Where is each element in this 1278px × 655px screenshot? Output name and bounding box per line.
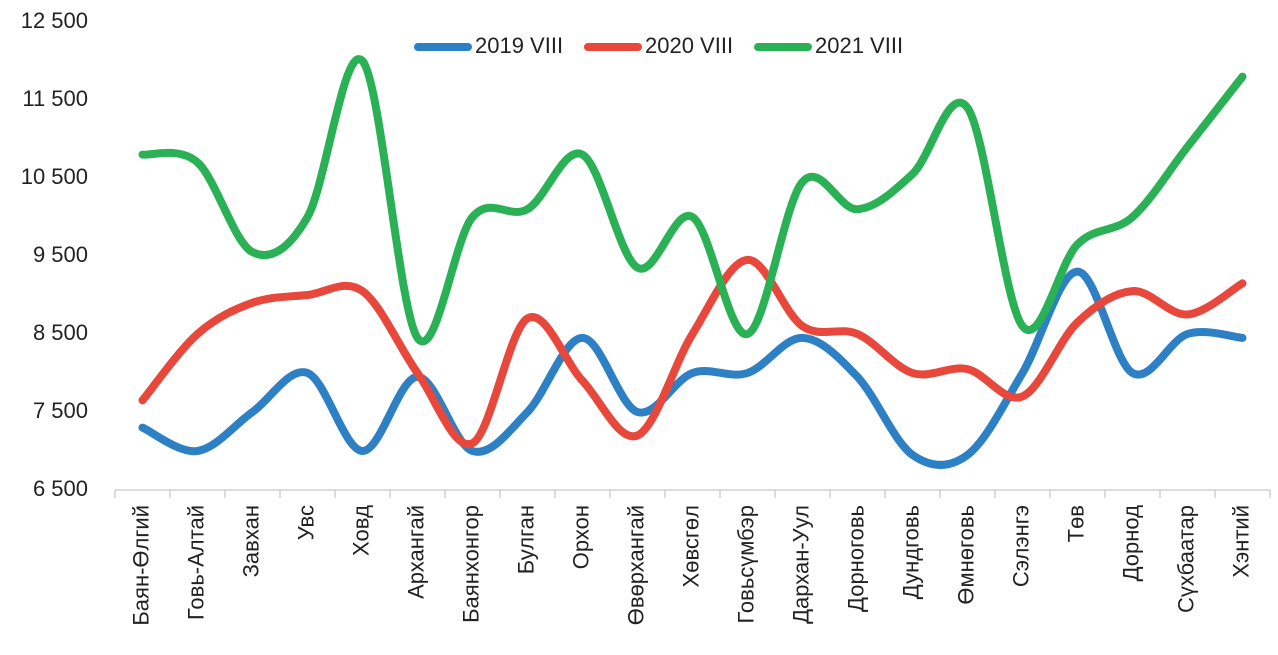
y-tick-label: 6 500 <box>33 476 88 501</box>
x-tick-label: Сэлэнгэ <box>1008 505 1033 587</box>
x-tick-label: Дорнод <box>1118 505 1143 582</box>
x-tick-label: Төв <box>1063 505 1088 542</box>
x-tick-label: Өмнөговь <box>953 505 978 605</box>
x-tick-label: Увс <box>293 505 318 540</box>
y-tick-label: 9 500 <box>33 242 88 267</box>
x-tick-label: Ховд <box>348 505 373 556</box>
x-tick-label: Дархан-Уул <box>788 505 813 624</box>
series-line <box>138 255 1247 449</box>
series-line <box>138 267 1247 469</box>
x-tick-label: Дорноговь <box>843 505 868 612</box>
x-tick-label: Өвөрхангай <box>623 505 648 625</box>
legend-label: 2021 VIII <box>815 33 903 58</box>
legend-label: 2020 VIII <box>645 33 733 58</box>
x-tick-label: Баян-Өлгий <box>128 505 153 626</box>
y-tick-label: 11 500 <box>22 86 88 111</box>
x-tick-label: Хэнтий <box>1228 505 1253 578</box>
legend-label: 2019 VIII <box>475 33 563 58</box>
x-tick-label: Хөвсгөл <box>678 505 703 587</box>
y-tick-label: 8 500 <box>33 320 88 345</box>
x-tick-label: Баянхонгор <box>458 505 483 623</box>
x-tick-label: Сүхбаатар <box>1173 505 1198 613</box>
x-tick-label: Булган <box>513 505 538 574</box>
x-tick-label: Архангай <box>403 505 428 599</box>
y-tick-label: 10 500 <box>21 164 88 189</box>
x-tick-label: Говьсүмбэр <box>733 505 758 624</box>
x-tick-label: Говь-Алтай <box>183 505 208 620</box>
y-tick-label: 12 500 <box>21 8 88 33</box>
y-tick-label: 7 500 <box>33 398 88 423</box>
x-tick-label: Орхон <box>568 505 593 569</box>
series-line <box>138 55 1247 346</box>
x-tick-label: Дундговь <box>898 505 923 599</box>
x-tick-label: Завхан <box>238 505 263 577</box>
